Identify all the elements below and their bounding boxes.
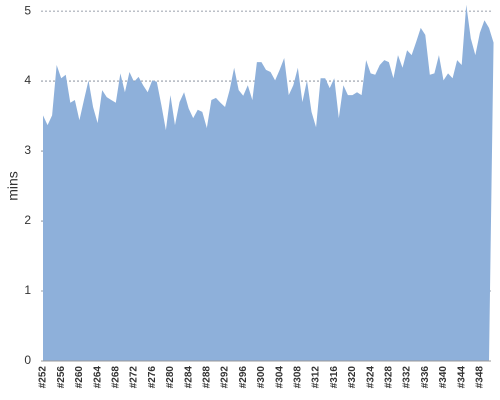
x-tick-label: #296 (238, 366, 249, 389)
x-tick-label: #260 (74, 366, 85, 389)
y-tick-label: 1 (24, 283, 31, 297)
y-tick-label: 5 (24, 3, 31, 17)
x-tick-label: #276 (147, 366, 158, 389)
x-tick-label: #316 (329, 366, 340, 389)
x-tick-label: #280 (165, 366, 176, 389)
x-tick-label: #340 (438, 366, 449, 389)
x-tick-label: #348 (475, 366, 486, 389)
x-tick-label: #328 (384, 366, 395, 389)
x-tick-label: #264 (92, 366, 103, 389)
x-tick-label: #272 (129, 366, 140, 389)
y-tick-label: 3 (24, 143, 31, 157)
x-tick-label: #288 (201, 366, 212, 389)
y-axis-label: mins (5, 171, 21, 201)
x-tick-label: #252 (38, 366, 49, 389)
x-tick-label: #304 (274, 366, 285, 389)
x-tick-label: #268 (110, 366, 121, 389)
x-tick-label: #332 (402, 366, 413, 389)
x-tick-label: #308 (292, 366, 303, 389)
y-tick-label: 2 (24, 213, 31, 227)
y-tick-label: 4 (24, 73, 31, 87)
x-tick-label: #344 (456, 366, 467, 389)
x-tick-label: #336 (420, 366, 431, 389)
x-tick-label: #284 (183, 366, 194, 389)
x-tick-label: #320 (347, 366, 358, 389)
x-tick-label: #256 (56, 366, 67, 389)
y-tick-label: 0 (24, 353, 31, 367)
x-tick-label: #324 (365, 366, 376, 389)
area (43, 4, 494, 361)
x-tick-label: #292 (220, 366, 231, 389)
x-tick-label: #300 (256, 366, 267, 389)
x-tick-label: #312 (311, 366, 322, 389)
